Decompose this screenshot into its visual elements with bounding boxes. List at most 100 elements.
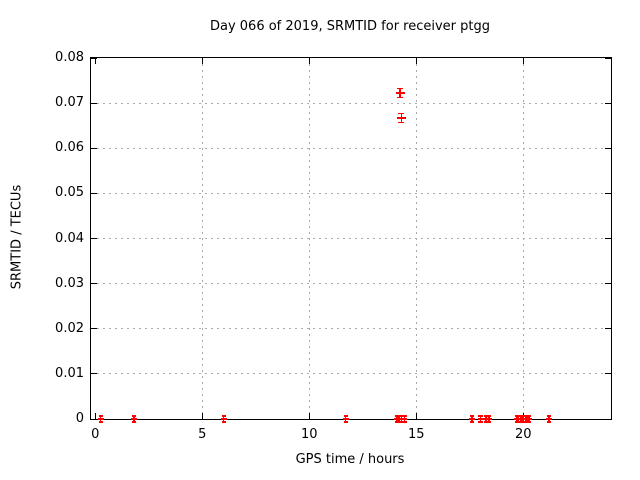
x-tick-mark [201, 58, 203, 64]
gridline-horizontal [91, 192, 611, 194]
data-point-errorcap [402, 415, 407, 417]
data-point-errorcap [478, 415, 483, 417]
data-point-errorcap [221, 415, 226, 417]
data-point-errorcap [546, 415, 551, 417]
data-point-plus [396, 117, 406, 119]
y-tick-mark [91, 328, 97, 330]
y-tick-mark [605, 147, 611, 149]
data-point-plus [220, 418, 227, 420]
data-point-errorcap [343, 415, 348, 417]
data-point-errorcap [343, 421, 348, 423]
data-point-errorcap [483, 415, 488, 417]
data-point-errorcap [397, 415, 402, 417]
x-tick-mark [522, 58, 524, 64]
gridline-vertical [522, 58, 524, 419]
gridline-horizontal [91, 328, 611, 330]
y-tick-mark [605, 238, 611, 239]
data-point-plus [97, 418, 104, 420]
data-point-errorcap [397, 421, 402, 423]
gridline-horizontal [91, 147, 611, 149]
data-point-plus [482, 418, 489, 420]
y-tick-label: 0.08 [55, 50, 84, 65]
gridline-horizontal [91, 102, 611, 104]
data-point-errorcap [486, 415, 492, 417]
data-point-errorcap [486, 421, 492, 423]
y-tick-mark [605, 418, 611, 420]
data-point-errorcap [399, 421, 404, 423]
y-tick-mark [91, 192, 97, 194]
x-axis-label: GPS time / hours [295, 452, 405, 467]
gridline-vertical [201, 58, 203, 419]
x-tick-mark [308, 58, 310, 64]
plot-area: 0 0.01 0.02 0.03 0.04 0.05 0.06 0.07 0.08 0 5 10 15 2… [55, 50, 612, 442]
data-point-errorcap [399, 415, 404, 417]
gridline-horizontal [91, 238, 611, 239]
data-point-errorcap [98, 415, 103, 417]
y-tick-label: 0.01 [55, 365, 84, 381]
y-tick-mark [605, 328, 611, 330]
y-tick-label: 0.07 [55, 95, 84, 111]
data-point-errorcap [398, 121, 405, 124]
y-tick-mark [605, 57, 611, 59]
x-tick-mark [308, 413, 310, 419]
data-point-errorcap [221, 421, 226, 423]
gridline-horizontal [91, 283, 611, 285]
data-point-plus [398, 418, 405, 420]
x-tick-label: 20 [514, 427, 532, 442]
x-tick-mark [415, 58, 417, 64]
y-tick-mark [605, 283, 611, 285]
y-tick-mark [91, 57, 97, 59]
data-point-errorcap [131, 415, 136, 417]
y-tick-label: 0.02 [55, 320, 84, 336]
x-tick-mark [415, 413, 417, 419]
y-tick-label: 0.03 [55, 275, 84, 291]
gridline-vertical [415, 58, 417, 419]
data-point-plus [486, 418, 492, 420]
y-tick-mark [91, 418, 97, 420]
data-point-errorcap [402, 421, 407, 423]
y-tick-mark [91, 102, 97, 104]
gridline-vertical [308, 58, 310, 419]
data-point-errorcap [397, 96, 404, 99]
data-point-errorcap [546, 421, 551, 423]
gridline-horizontal [91, 373, 611, 375]
data-point-plus [477, 418, 484, 420]
x-tick-label: 5 [198, 427, 207, 442]
data-point-plus [401, 418, 408, 420]
x-tick-label: 0 [91, 427, 100, 442]
data-point-errorcap [526, 421, 531, 423]
data-point-errorcap [483, 421, 488, 423]
y-tick-mark [605, 192, 611, 194]
chart-title: Day 066 of 2019, SRMTID for receiver ptg… [209, 19, 491, 34]
data-point-errorcap [394, 421, 400, 423]
x-tick-label: 15 [407, 427, 425, 442]
y-tick-label: 0.05 [55, 185, 84, 201]
data-point-errorcap [397, 87, 404, 90]
data-point-errorcap [394, 415, 400, 417]
y-tick-mark [605, 102, 611, 104]
data-point-errorcap [478, 421, 483, 423]
x-tick-mark [94, 413, 96, 419]
data-point-plus [130, 418, 137, 420]
data-point-plus [546, 418, 552, 420]
data-point-errorcap [469, 415, 474, 417]
y-tick-mark [605, 373, 611, 375]
y-tick-mark [91, 147, 97, 149]
y-tick-mark [91, 238, 97, 239]
y-tick-label: 0.04 [55, 230, 84, 246]
data-point-plus [468, 418, 475, 420]
x-tick-label: 10 [300, 427, 318, 442]
x-tick-mark [94, 58, 96, 64]
data-point-errorcap [469, 421, 474, 423]
data-point-plus [525, 418, 532, 420]
y-tick-mark [91, 283, 97, 285]
y-tick-mark [91, 373, 97, 375]
data-point-errorcap [131, 421, 136, 423]
data-point-plus [395, 92, 405, 94]
data-point-errorcap [98, 421, 103, 423]
data-point-plus [342, 418, 349, 420]
y-tick-label: 0 [75, 411, 84, 426]
data-point-errorcap [398, 112, 405, 115]
x-tick-mark [201, 413, 203, 419]
